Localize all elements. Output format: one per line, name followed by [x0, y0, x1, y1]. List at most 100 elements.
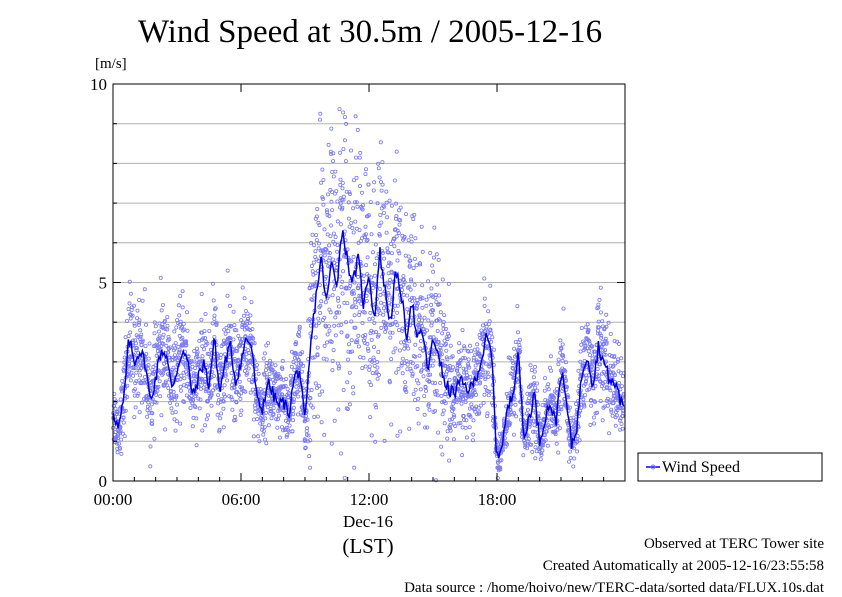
data-point — [545, 443, 550, 448]
data-point — [363, 167, 368, 172]
data-point — [533, 364, 538, 369]
data-point — [585, 346, 590, 351]
data-point — [279, 425, 284, 430]
data-point — [292, 351, 297, 356]
x-axis-title: (LST) — [342, 534, 394, 558]
data-point — [329, 199, 334, 204]
data-point — [480, 367, 485, 372]
data-point — [158, 275, 163, 280]
y-tick-label: 5 — [99, 274, 108, 293]
data-point — [129, 370, 134, 375]
data-point — [335, 310, 340, 315]
data-point — [459, 401, 464, 406]
data-point — [351, 291, 356, 296]
data-point — [375, 201, 380, 206]
data-point — [608, 388, 613, 393]
data-point — [460, 390, 465, 395]
data-point — [485, 370, 490, 375]
data-point — [615, 408, 620, 413]
data-point — [400, 371, 405, 376]
data-point — [354, 200, 359, 205]
data-point — [414, 303, 419, 308]
data-point — [171, 365, 176, 370]
data-point — [447, 417, 452, 422]
data-point — [154, 342, 159, 347]
data-point — [609, 407, 614, 412]
data-point — [235, 348, 240, 353]
data-point — [448, 422, 453, 427]
data-point — [242, 357, 247, 362]
data-point — [482, 303, 487, 308]
data-point — [125, 383, 130, 388]
data-point — [345, 247, 350, 252]
data-point — [229, 395, 234, 400]
data-point — [552, 395, 557, 400]
data-point — [529, 416, 534, 421]
data-point — [157, 379, 162, 384]
data-point — [488, 283, 493, 288]
data-point — [263, 368, 268, 373]
data-point — [317, 223, 322, 228]
data-point — [439, 343, 444, 348]
data-point — [340, 291, 345, 296]
data-point — [532, 381, 537, 386]
data-point — [564, 384, 569, 389]
data-point — [444, 355, 449, 360]
data-point — [238, 412, 243, 417]
footer-data-source: Data source : /home/hoivo/new/TERC-data/… — [404, 580, 824, 596]
data-point — [418, 387, 423, 392]
data-point — [162, 361, 167, 366]
data-point — [330, 169, 335, 174]
data-point — [557, 426, 562, 431]
data-point — [546, 387, 551, 392]
data-point — [139, 400, 144, 405]
data-point — [289, 364, 294, 369]
data-point — [587, 339, 592, 344]
data-point — [548, 354, 553, 359]
data-point — [470, 438, 475, 443]
data-point — [410, 361, 415, 366]
data-point — [144, 351, 149, 356]
data-point — [143, 322, 148, 327]
data-point — [446, 281, 451, 286]
data-point — [150, 421, 155, 426]
data-point — [424, 328, 429, 333]
data-point — [598, 285, 603, 290]
data-point — [291, 397, 296, 402]
data-point — [468, 375, 473, 380]
data-point — [391, 350, 396, 355]
data-point — [446, 367, 451, 372]
data-point — [264, 343, 269, 348]
data-point — [326, 324, 331, 329]
data-point — [312, 355, 317, 360]
data-point — [225, 378, 230, 383]
data-point — [401, 274, 406, 279]
data-point — [359, 190, 364, 195]
data-point — [508, 421, 513, 426]
data-point — [115, 441, 120, 446]
x-axis-date-label: Dec-16 — [342, 512, 394, 531]
data-point — [138, 334, 143, 339]
data-point — [310, 355, 315, 360]
data-point — [114, 409, 119, 414]
data-point — [286, 418, 291, 423]
data-point — [263, 410, 268, 415]
data-point — [133, 338, 138, 343]
data-point — [253, 409, 258, 414]
data-point — [373, 329, 378, 334]
data-point — [290, 429, 295, 434]
data-point — [135, 308, 140, 313]
data-point — [184, 310, 189, 315]
data-point — [449, 417, 454, 422]
data-point — [358, 355, 363, 360]
data-point — [342, 138, 347, 143]
data-point — [533, 445, 538, 450]
data-point — [174, 325, 179, 330]
data-point — [133, 341, 138, 346]
data-point — [462, 344, 467, 349]
data-point — [163, 427, 168, 432]
data-point — [182, 399, 187, 404]
data-point — [408, 277, 413, 282]
data-point — [306, 433, 311, 438]
data-point — [164, 343, 169, 348]
